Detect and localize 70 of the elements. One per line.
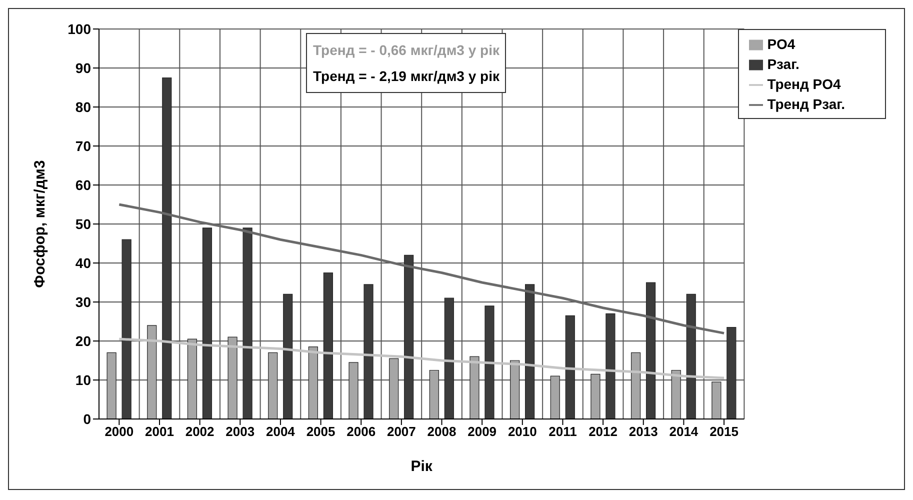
bar — [202, 228, 212, 419]
bar — [162, 77, 172, 419]
bar — [242, 228, 252, 419]
bar — [444, 298, 454, 419]
x-tick-label: 2006 — [346, 424, 376, 440]
bar — [712, 382, 722, 419]
x-tick-label: 2005 — [306, 424, 336, 440]
legend-label: Тренд PO4 — [767, 76, 841, 92]
x-tick-label: 2013 — [628, 424, 658, 440]
line-series — [118, 203, 726, 334]
legend-label: Pзаг. — [767, 56, 800, 72]
x-tick-label: 2000 — [104, 424, 134, 440]
annotation: Тренд = - 0,66 мкг/дм3 у рік — [313, 42, 500, 58]
x-tick-label: 2003 — [226, 424, 255, 440]
x-axis-title: Рік — [410, 458, 433, 475]
bar — [283, 294, 293, 419]
y-tick-label: 50 — [75, 216, 92, 232]
bar — [323, 272, 333, 419]
line-series — [118, 338, 726, 380]
bar — [429, 370, 439, 419]
y-tick-label: 90 — [75, 60, 92, 76]
bar — [484, 306, 494, 419]
bar — [389, 358, 399, 419]
bar — [228, 336, 238, 419]
legend-label: PO4 — [767, 36, 796, 52]
x-tick-label: 2009 — [468, 424, 497, 440]
x-tick-label: 2007 — [386, 424, 416, 440]
bar — [187, 338, 198, 419]
y-tick-label: 10 — [75, 372, 92, 388]
y-tick-label: 80 — [75, 98, 92, 115]
bar — [510, 360, 520, 419]
x-tick-label: 2014 — [669, 424, 699, 440]
bar — [348, 362, 358, 419]
bar — [308, 346, 318, 419]
y-tick-label: 20 — [75, 332, 92, 349]
bar — [364, 284, 374, 419]
x-tick-label: 2001 — [145, 424, 174, 440]
note-box: Тренд = - 0,66 мкг/дм3 у рік Тренд = - 2,19 мкг/дм3 у рік — [306, 33, 506, 93]
x-tick-label: 2010 — [508, 424, 537, 440]
bar — [525, 284, 535, 419]
bar — [630, 352, 641, 419]
y-tick-label: 0 — [83, 410, 92, 427]
bar — [565, 315, 575, 419]
bar — [268, 352, 278, 419]
y-tick-label: 40 — [75, 254, 92, 271]
bar — [404, 254, 414, 419]
bar — [671, 370, 681, 419]
bar — [726, 327, 736, 419]
bar — [606, 313, 616, 419]
x-tick-label: 2004 — [266, 424, 296, 440]
x-tick-label: 2012 — [588, 424, 618, 440]
bar — [147, 325, 157, 419]
x-tick-label: 2011 — [548, 424, 577, 440]
y-tick-label: 60 — [75, 176, 92, 193]
bar — [122, 239, 132, 419]
legend-label: Тренд Pзаг. — [767, 96, 845, 112]
annotation: Тренд = - 2,19 мкг/дм3 у рік — [313, 68, 500, 84]
bar — [550, 376, 560, 419]
bar — [646, 282, 656, 419]
x-tick-label: 2002 — [185, 424, 214, 440]
x-tick-label: 2008 — [427, 424, 456, 440]
y-tick-label: 70 — [75, 138, 92, 154]
y-axis-title: Фосфор, мкг/дм3 — [31, 160, 48, 288]
y-tick-label: 30 — [75, 294, 92, 310]
bar — [106, 352, 116, 419]
y-tick-label: 100 — [68, 20, 92, 37]
bar — [590, 374, 600, 419]
bar — [470, 356, 480, 419]
bar — [686, 294, 696, 419]
x-tick-label: 2015 — [710, 424, 738, 440]
